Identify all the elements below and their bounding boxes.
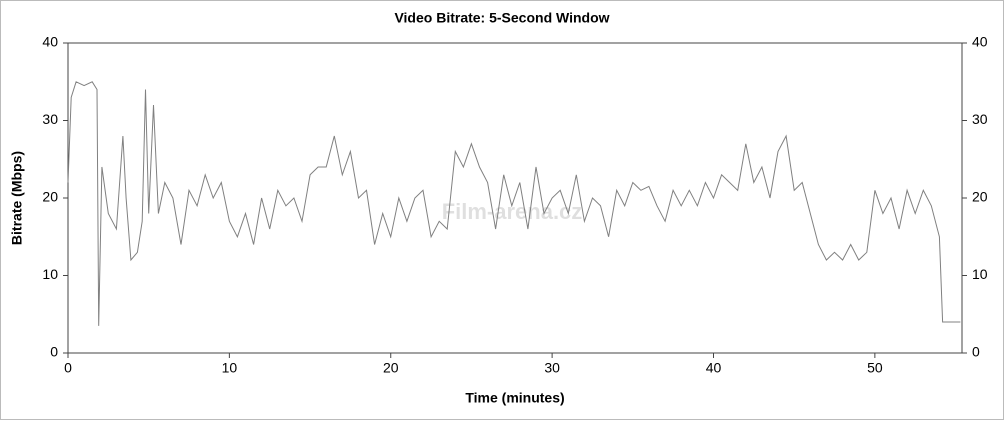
y2-tick-label: 0 (972, 344, 980, 360)
x-axis-label: Time (minutes) (465, 390, 564, 406)
y-tick-label: 0 (50, 344, 58, 360)
y-tick-label: 20 (42, 189, 58, 205)
x-tick-label: 10 (222, 360, 238, 376)
x-tick-label: 40 (706, 360, 722, 376)
y-tick-label: 10 (42, 266, 58, 282)
y-axis-label: Bitrate (Mbps) (9, 151, 25, 245)
y2-tick-label: 30 (972, 111, 988, 127)
x-tick-label: 20 (383, 360, 399, 376)
x-tick-label: 0 (64, 360, 72, 376)
x-tick-label: 30 (544, 360, 560, 376)
y-tick-label: 40 (42, 34, 58, 50)
line (67, 81, 961, 326)
y-tick-label: 30 (42, 111, 58, 127)
y2-tick-label: 20 (972, 189, 988, 205)
watermark: Film-arena.cz (442, 199, 583, 224)
y2-tick-label: 40 (972, 34, 988, 50)
chart-title: Video Bitrate: 5-Second Window (394, 10, 609, 26)
x-tick-label: 50 (867, 360, 883, 376)
y2-tick-label: 10 (972, 266, 988, 282)
